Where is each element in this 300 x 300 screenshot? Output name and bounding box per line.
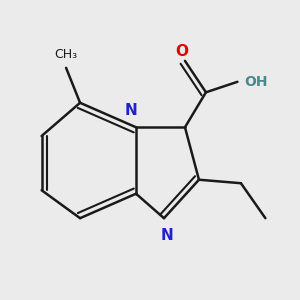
Text: OH: OH <box>244 75 268 89</box>
Text: N: N <box>161 228 174 243</box>
Text: CH₃: CH₃ <box>55 48 78 61</box>
Text: N: N <box>124 103 137 118</box>
Text: O: O <box>175 44 188 59</box>
